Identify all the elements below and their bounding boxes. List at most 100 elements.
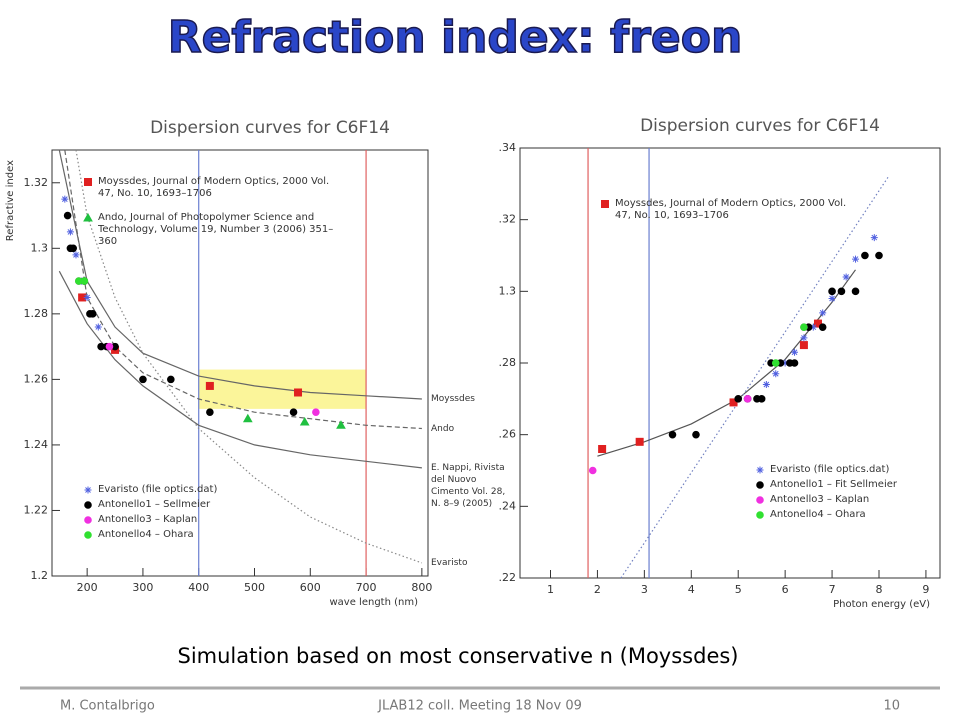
point: [72, 251, 80, 259]
curve-label-text: Moyssdes: [431, 394, 475, 405]
legend-label-text: Antonello3 – Kaplan: [98, 514, 198, 525]
point: [598, 445, 607, 453]
curve-label-text: Ando: [431, 423, 455, 434]
y-tick-label: .34: [499, 141, 517, 154]
point: [734, 395, 743, 403]
legend-marker: [84, 531, 92, 539]
point: [800, 334, 808, 342]
legend-label-text: Evaristo (file optics.dat): [770, 464, 890, 475]
legend-marker: [83, 212, 93, 222]
point: [828, 287, 836, 296]
legend-label: Ando, Journal of Photopolymer Science an…: [98, 212, 334, 247]
x-tick-label: 5: [735, 583, 742, 596]
point: [299, 416, 310, 426]
y-tick-label: 1.24: [24, 438, 49, 451]
curve-label: Ando: [431, 423, 455, 434]
point: [743, 395, 752, 403]
x-tick-label: 600: [300, 581, 321, 594]
x-tick-label: 400: [188, 581, 209, 594]
point: [83, 293, 91, 301]
y-tick-label: 1.26: [24, 372, 49, 385]
point: [842, 273, 850, 281]
point: [870, 234, 878, 242]
point: [875, 251, 883, 260]
point: [289, 408, 298, 416]
point: [105, 342, 114, 351]
x-tick-label: 200: [77, 581, 98, 594]
y-tick-label: 1.32: [24, 176, 49, 189]
plot-frame: [51, 149, 429, 577]
x-tick-label: 700: [356, 581, 377, 594]
y-tick-label: 1.3: [499, 284, 517, 297]
point: [819, 309, 827, 317]
point: [861, 251, 869, 260]
slide-title: Refraction index: freon: [168, 12, 743, 63]
legend-label: Evaristo (file optics.dat): [770, 464, 890, 475]
point: [668, 430, 677, 439]
y-tick-label: 1.28: [24, 307, 49, 320]
y-tick-label: .32: [499, 213, 517, 226]
point: [206, 408, 214, 416]
y-tick-label: .22: [499, 571, 517, 584]
x-tick-label: 500: [244, 581, 265, 594]
legend-marker: [756, 466, 764, 474]
legend-label-text: Moyssdes, Journal of Modern Optics, 2000…: [615, 198, 847, 221]
y-tick-label: 1.22: [24, 503, 49, 516]
curve-label-text: Evaristo: [431, 557, 468, 568]
x-tick-label: 8: [875, 583, 882, 596]
legend-label: Antonello3 – Kaplan: [770, 494, 870, 505]
legend-label: Antonello4 – Ohara: [98, 529, 194, 540]
point: [635, 437, 644, 446]
legend-marker: [84, 501, 92, 509]
curve: [597, 269, 856, 457]
legend-label: Moyssdes, Journal of Modern Optics, 2000…: [615, 198, 847, 221]
point: [809, 323, 817, 331]
point: [781, 359, 789, 367]
legend-marker: [84, 178, 92, 186]
footer-event: JLAB12 coll. Meeting 18 Nov 09: [377, 699, 582, 714]
point: [336, 420, 346, 429]
legend-marker: [756, 481, 764, 489]
x-tick-label: 2: [594, 583, 601, 596]
legend-label-text: Antonello3 – Kaplan: [770, 494, 870, 505]
legend-label: Antonello1 – Fit Sellmeier: [770, 479, 897, 490]
point: [242, 413, 253, 423]
legend-label: Antonello1 – Sellmeier: [98, 499, 210, 510]
point: [772, 370, 780, 378]
point: [167, 375, 175, 384]
y-tick-label: .26: [499, 428, 517, 441]
point: [837, 287, 846, 296]
legend-label: Antonello3 – Kaplan: [98, 514, 198, 525]
x-axis-label: wave length (nm): [330, 597, 419, 608]
x-tick-label: 6: [782, 583, 789, 596]
point: [852, 255, 860, 263]
y-tick-label: 1.2: [31, 569, 49, 582]
x-axis-label: Photon energy (eV): [833, 599, 930, 610]
point: [205, 381, 214, 390]
x-tick-label: 9: [922, 583, 929, 596]
legend-label: Moyssdes, Journal of Modern Optics, 2000…: [98, 176, 330, 199]
point: [692, 430, 700, 439]
point: [800, 323, 808, 331]
point: [312, 408, 320, 416]
legend-marker: [84, 486, 92, 494]
y-axis-label: Refractive index: [5, 160, 16, 241]
legend-label: Antonello4 – Ohara: [770, 509, 866, 520]
footer-page: 10: [883, 699, 900, 714]
point: [63, 211, 72, 220]
footer-author: M. Contalbrigo: [60, 699, 155, 714]
curve: [75, 149, 423, 564]
y-tick-label: .24: [499, 499, 517, 512]
legend-label-text: Evaristo (file optics.dat): [98, 484, 218, 495]
legend-label-text: Moyssdes, Journal of Modern Optics, 2000…: [98, 176, 330, 199]
legend-label: Evaristo (file optics.dat): [98, 484, 218, 495]
curve-label-text: E. Nappi, Rivista del Nuovo Cimento Vol.…: [431, 462, 506, 509]
point: [799, 341, 808, 350]
legend-label-text: Ando, Journal of Photopolymer Science an…: [98, 212, 334, 247]
point: [851, 287, 860, 296]
x-tick-label: 300: [132, 581, 153, 594]
caption: Simulation based on most conservative n …: [177, 644, 738, 668]
legend-label-text: Antonello1 – Fit Sellmeier: [770, 479, 897, 490]
chart-title: Dispersion curves for C6F14: [150, 118, 390, 138]
point: [757, 395, 766, 403]
